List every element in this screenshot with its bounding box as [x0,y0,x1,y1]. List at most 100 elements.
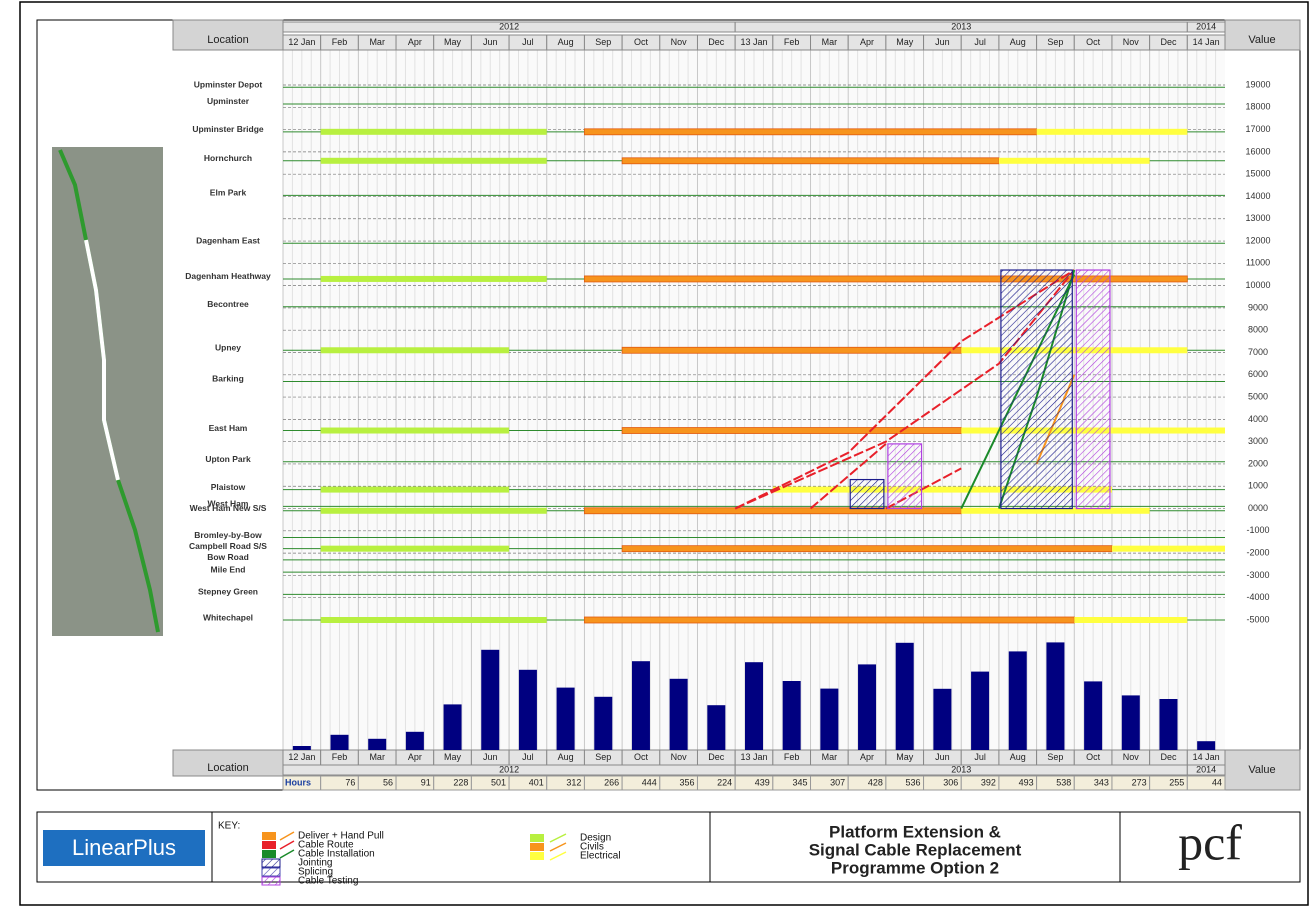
work-bar [584,128,1038,136]
month-label: Jul [974,37,986,47]
month-label: May [896,752,914,762]
y-tick-label: -4000 [1246,592,1269,602]
hours-value: 439 [755,777,770,787]
month-label: Feb [784,37,800,47]
month-label: Nov [1123,37,1140,47]
hours-value: 76 [345,777,355,787]
key-swatch-line [549,842,567,852]
month-label: Feb [332,752,348,762]
key-swatch [261,858,281,868]
key-swatch-line [279,849,295,859]
hours-bar [895,642,914,750]
work-bar [320,427,510,434]
y-tick-label: 6000 [1248,369,1268,379]
week-stripes [282,50,1217,750]
key-swatch [530,852,544,860]
location-label: Upminster [207,96,250,106]
logo: LinearPlus [72,835,176,860]
month-label: Apr [860,37,874,47]
hours-bar [707,705,726,750]
location-label: Hornchurch [204,153,252,163]
location-label: Bromley-by-Bow [194,530,262,540]
hours-bar [1197,741,1216,750]
month-label: Dec [1160,37,1177,47]
work-bar [584,275,1188,283]
month-label: Apr [408,37,422,47]
hours-bar [971,671,990,750]
hours-bar [330,734,349,750]
hours-value: 343 [1094,777,1109,787]
location-label: Becontree [207,299,249,309]
hours-bar [443,704,462,750]
route-line-section [84,239,120,481]
key-label: Cable Testing [298,876,358,887]
cable-block [887,443,923,510]
month-label: Feb [784,752,800,762]
month-label: Mar [822,37,838,47]
hours-bar [820,688,839,750]
hours-value: 91 [421,777,431,787]
hours-value: 307 [830,777,845,787]
work-bar [772,486,1112,493]
y-tick-label: 11000 [1246,258,1270,268]
hours-value: 306 [943,777,958,787]
cable-line [734,269,1076,510]
month-label: 12 Jan [288,752,315,762]
work-bar [320,507,547,514]
hours-value: 312 [566,777,581,787]
location-label: West Ham [208,499,249,509]
month-label: Nov [1123,752,1140,762]
month-label: Dec [708,37,725,47]
work-bar [320,347,510,354]
key-label: Cable Route [298,840,354,851]
hours-bar [933,688,952,750]
hours-value: 401 [529,777,544,787]
value-header-label: Value [1248,34,1275,46]
key-label: Jointing [298,858,332,869]
key-swatch [261,876,281,886]
key-swatch [262,850,276,858]
hours-bar [368,738,387,750]
work-bar [621,157,1000,165]
work-bar [998,157,1150,164]
hours-bar [782,681,801,750]
month-label: Sep [1047,752,1063,762]
month-label: Oct [1086,37,1101,47]
year-label: 2012 [499,21,519,31]
hours-value: 224 [717,777,732,787]
month-label: Dec [1160,752,1177,762]
location-label: Dagenham East [196,236,260,246]
y-tick-label: 4000 [1248,414,1268,424]
hours-value: 501 [491,777,506,787]
month-label: Oct [634,37,649,47]
location-label: Plaistow [211,482,246,492]
page-frame [19,1,1309,906]
key-title: KEY: [218,821,240,832]
hours-value: 493 [1019,777,1034,787]
y-tick-label: -2000 [1246,548,1269,558]
title-line: Signal Cable Replacement [809,840,1022,859]
month-label: Jun [483,752,498,762]
location-label: Upminster Depot [194,79,263,89]
month-cell [1186,34,1226,51]
hours-label: Hours [285,777,311,787]
month-label: Jun [935,752,950,762]
month-label: Jul [522,752,534,762]
title-line: Programme Option 2 [831,858,999,877]
work-bar [584,616,1075,624]
year-label: 2012 [499,764,519,774]
location-label: Upton Park [205,454,251,464]
month-label: Dec [708,752,725,762]
key-swatch-line [549,851,567,861]
hours-value: 392 [981,777,996,787]
y-tick-label: 16000 [1245,146,1270,156]
hours-value: 228 [453,777,468,787]
work-bar [320,157,547,164]
work-bar [961,507,1150,514]
work-bar [621,545,1113,553]
hours-bar [631,661,650,750]
y-tick-label: -3000 [1246,570,1269,580]
month-label: Sep [595,37,611,47]
hours-value: 273 [1132,777,1147,787]
